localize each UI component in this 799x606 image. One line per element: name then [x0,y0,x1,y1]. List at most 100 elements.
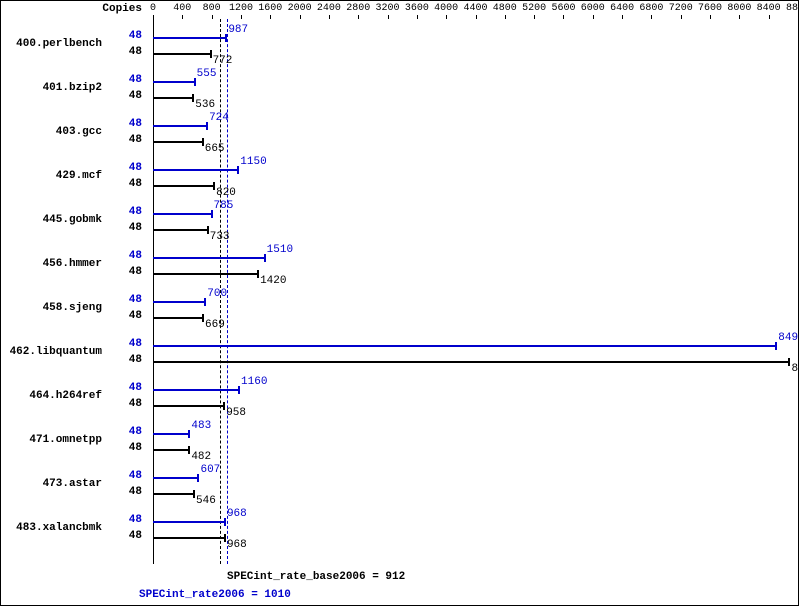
base-bar [153,185,213,187]
benchmark-label: 400.perlbench [16,38,102,50]
xaxis-tick-label: 1600 [258,3,282,14]
base-bar [153,449,188,451]
base-value: 669 [205,319,225,331]
copies-peak: 48 [129,294,142,306]
xaxis-tick-label: 7600 [698,3,722,14]
base-bar [153,537,224,539]
xaxis-tick-label: 800 [203,3,221,14]
xaxis-tick [358,15,359,19]
xaxis-tick [270,15,271,19]
copies-peak: 48 [129,382,142,394]
xaxis-tick [593,15,594,19]
peak-bar-cap [237,166,239,174]
xaxis-tick-label: 1200 [229,3,253,14]
benchmark-label: 456.hmmer [43,258,102,270]
peak-value: 968 [227,508,247,520]
xaxis-tick-label: 6000 [581,3,605,14]
base-bar-cap [223,402,225,410]
base-bar-cap [257,270,259,278]
peak-bar [153,37,225,39]
xaxis-tick [241,15,242,19]
peak-bar-cap [224,518,226,526]
base-bar-cap [210,50,212,58]
xaxis-tick-label: 3600 [405,3,429,14]
base-value: 8670 [791,363,799,375]
copies-peak: 48 [129,118,142,130]
xaxis-tick-label: 2000 [288,3,312,14]
copies-peak: 48 [129,30,142,42]
copies-base: 48 [129,222,142,234]
copies-base: 48 [129,486,142,498]
peak-bar-cap [188,430,190,438]
xaxis-tick [681,15,682,19]
copies-peak: 48 [129,426,142,438]
xaxis-tick [417,15,418,19]
peak-bar-cap [206,122,208,130]
xaxis-tick-label: 0 [150,3,156,14]
xaxis-tick [476,15,477,19]
peak-bar-cap [225,34,227,42]
base-bar-cap [202,138,204,146]
benchmark-label: 403.gcc [56,126,102,138]
benchmark-label: 464.h264ref [29,390,102,402]
copies-peak: 48 [129,470,142,482]
xaxis-tick [446,15,447,19]
base-value: 665 [205,143,225,155]
xaxis-tick [182,15,183,19]
xaxis-tick [534,15,535,19]
plot-left-axis [153,19,154,564]
base-bar-cap [788,358,790,366]
xaxis-tick-label: 2800 [346,3,370,14]
base-bar [153,141,202,143]
peak-mean-line [227,19,228,564]
peak-value: 785 [214,200,234,212]
xaxis-tick [212,15,213,19]
benchmark-label: 401.bzip2 [43,82,102,94]
peak-bar [153,433,188,435]
peak-bar [153,477,197,479]
base-bar [153,493,193,495]
xaxis-tick-label: 2400 [317,3,341,14]
copies-base: 48 [129,354,142,366]
base-bar-cap [224,534,226,542]
copies-peak: 48 [129,162,142,174]
peak-bar-cap [238,386,240,394]
xaxis-tick-label: 4000 [434,3,458,14]
base-bar [153,317,202,319]
base-bar [153,361,788,363]
base-value: 820 [216,187,236,199]
xaxis-tick [505,15,506,19]
copies-peak: 48 [129,206,142,218]
xaxis-tick-label: 4400 [463,3,487,14]
xaxis-tick-label: 8800 [786,3,799,14]
base-value: 733 [210,231,230,243]
copies-peak: 48 [129,250,142,262]
copies-peak: 48 [129,514,142,526]
copies-base: 48 [129,530,142,542]
copies-peak: 48 [129,338,142,350]
spec-rate-chart: Copies 0 400 800 1200 1600 2000 2400 2800 3200 360… [0,0,799,606]
xaxis-tick-label: 5600 [551,3,575,14]
xaxis-tick [329,15,330,19]
benchmark-label: 458.sjeng [43,302,102,314]
peak-value: 8490 [778,332,799,344]
peak-bar [153,81,194,83]
xaxis-tick-label: 7200 [669,3,693,14]
xaxis-tick-label: 8400 [757,3,781,14]
peak-value: 1160 [241,376,267,388]
xaxis-tick-label: 400 [173,3,191,14]
peak-bar [153,521,224,523]
base-bar [153,273,257,275]
copies-header: Copies [102,3,142,15]
xaxis-tick [769,15,770,19]
xaxis-tick [710,15,711,19]
copies-base: 48 [129,266,142,278]
copies-base: 48 [129,442,142,454]
peak-bar [153,169,237,171]
peak-bar-cap [194,78,196,86]
xaxis-tick [388,15,389,19]
xaxis-tick-label: 3200 [376,3,400,14]
base-bar [153,405,223,407]
copies-base: 48 [129,90,142,102]
benchmark-label: 483.xalancbmk [16,522,102,534]
